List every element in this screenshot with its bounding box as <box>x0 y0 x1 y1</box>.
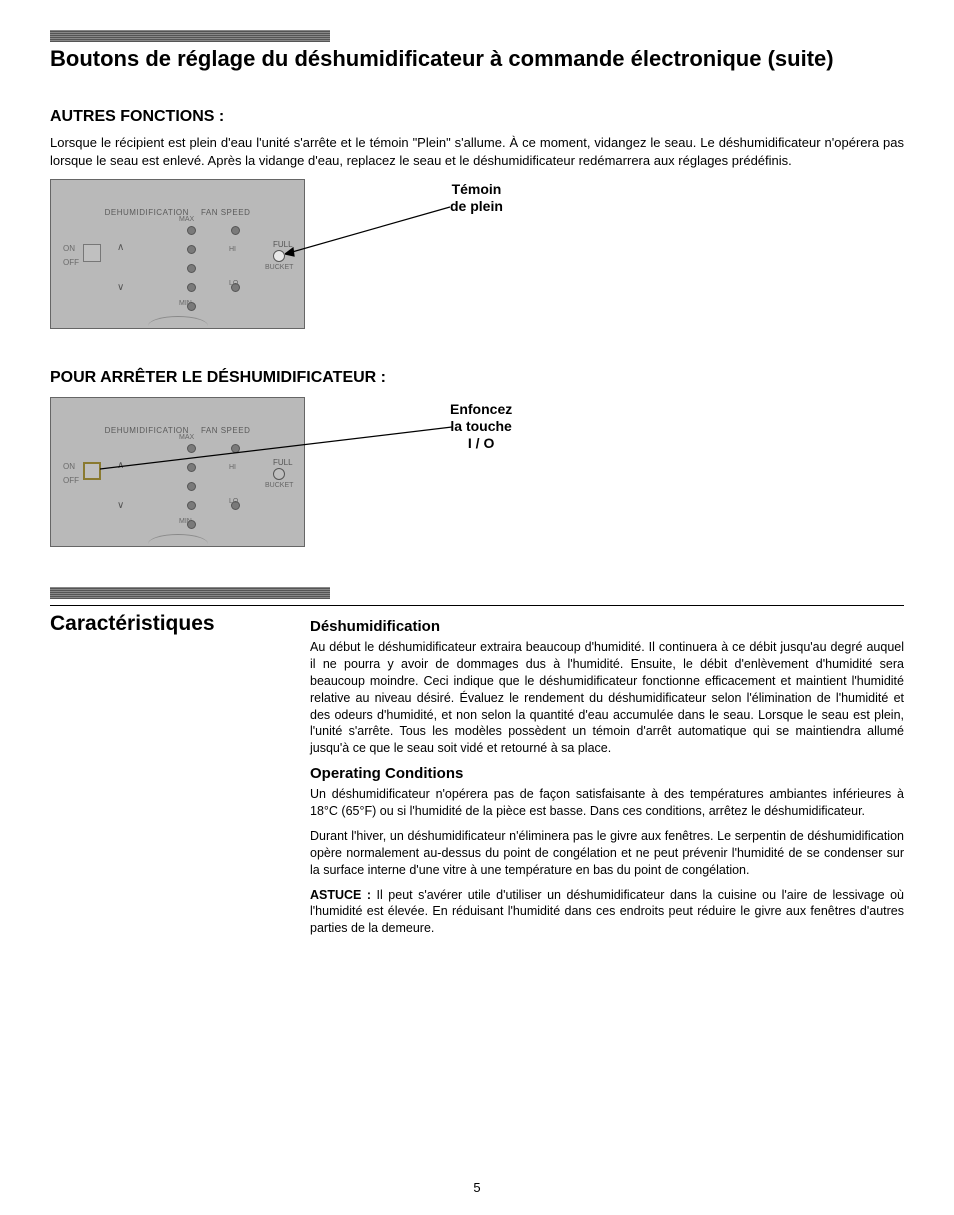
characteristics-title: Caractéristiques <box>50 612 280 636</box>
led-icon <box>187 501 196 510</box>
panel2-wrap: DEHUMIDIFICATION FAN SPEED ON OFF ∧ ∨ MA… <box>50 397 904 557</box>
panel-hdr-dehum: DEHUMIDIFICATION <box>105 208 189 217</box>
sub1-title: Déshumidification <box>310 618 904 635</box>
label-lo: LO <box>229 280 238 287</box>
section2-heading: POUR ARRÊTER LE DÉSHUMIDIFICATEUR : <box>50 369 904 387</box>
section1-body: Lorsque le récipient est plein d'eau l'u… <box>50 134 904 169</box>
label-off: OFF <box>63 476 79 485</box>
tip-text: Il peut s'avérer utile d'utiliser un dés… <box>310 888 904 936</box>
led-icon <box>187 245 196 254</box>
sub2-p2: Durant l'hiver, un déshumidificateur n'é… <box>310 828 904 879</box>
sub2-tip: ASTUCE : Il peut s'avérer utile d'utilis… <box>310 887 904 938</box>
label-max: MAX <box>179 216 194 223</box>
page-title: Boutons de réglage du déshumidificateur … <box>50 46 904 72</box>
led-icon <box>187 264 196 273</box>
characteristics-block: Caractéristiques Déshumidification Au dé… <box>50 612 904 945</box>
panel1-wrap: DEHUMIDIFICATION FAN SPEED ON OFF ∧ ∨ MA… <box>50 179 904 339</box>
led-icon <box>231 226 240 235</box>
label-on: ON <box>63 462 75 471</box>
led-icon <box>187 283 196 292</box>
label-hi: HI <box>229 246 236 253</box>
sub2-p1: Un déshumidificateur n'opérera pas de fa… <box>310 786 904 820</box>
panel-curve <box>148 534 208 544</box>
sub1-body: Au début le déshumidificateur extraira b… <box>310 639 904 757</box>
onoff-button <box>83 244 101 262</box>
tip-label: ASTUCE : <box>310 888 371 902</box>
panel-curve <box>148 316 208 326</box>
panel-hdr-fan: FAN SPEED <box>201 208 250 217</box>
arrow-down-icon: ∨ <box>117 500 124 511</box>
led-icon <box>187 482 196 491</box>
label-off: OFF <box>63 258 79 267</box>
label-lo: LO <box>229 498 238 505</box>
callout-line-1 <box>285 199 465 259</box>
label-bucket: BUCKET <box>265 264 293 271</box>
led-icon <box>187 226 196 235</box>
callout-text-1: Témoin de plein <box>450 181 503 215</box>
label-on: ON <box>63 244 75 253</box>
arrow-up-icon: ∧ <box>117 242 124 253</box>
onoff-button-highlighted <box>83 462 101 480</box>
page-number: 5 <box>473 1180 480 1195</box>
full-indicator-light <box>273 250 285 262</box>
callout-line-2 <box>100 419 460 474</box>
section1-heading: AUTRES FONCTIONS : <box>50 108 904 126</box>
control-panel-1: DEHUMIDIFICATION FAN SPEED ON OFF ∧ ∨ MA… <box>50 179 305 329</box>
label-bucket: BUCKET <box>265 482 293 489</box>
decorative-bar <box>50 587 330 599</box>
arrow-down-icon: ∨ <box>117 282 124 293</box>
sub2-title: Operating Conditions <box>310 765 904 782</box>
led-icon <box>187 520 196 529</box>
callout-text-2: Enfoncez la touche I / O <box>450 401 512 451</box>
decorative-bar <box>50 30 330 42</box>
led-icon <box>187 302 196 311</box>
section-rule <box>50 605 904 606</box>
led-col-dehum <box>187 226 196 311</box>
